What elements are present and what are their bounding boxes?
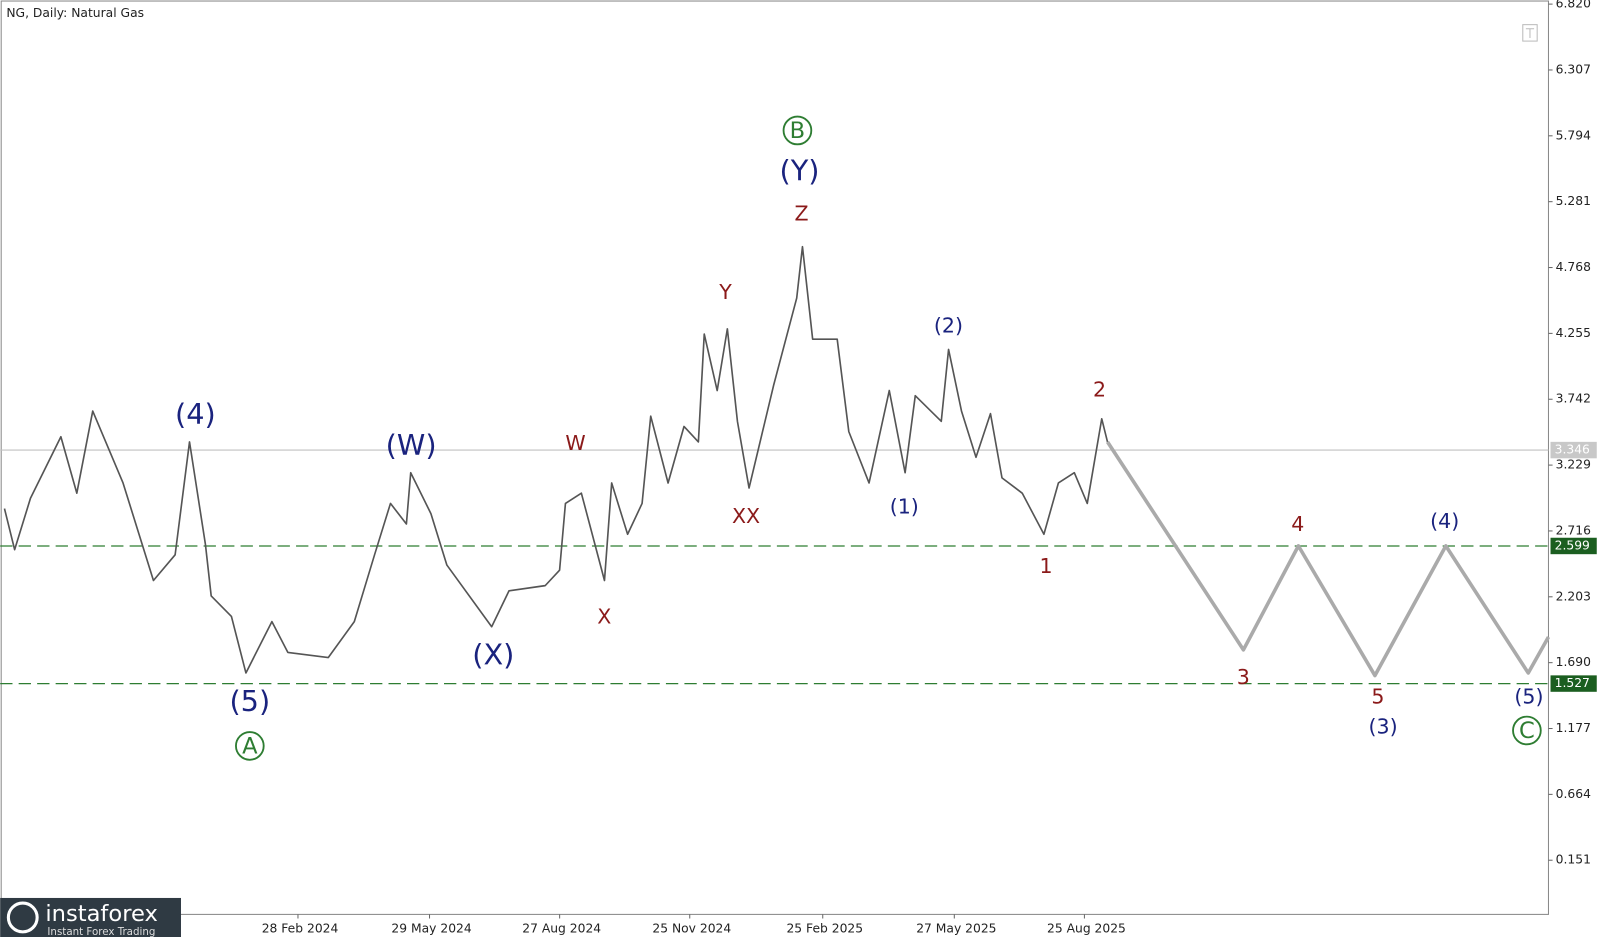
y-tick-label: 6.307 [1556,62,1591,76]
level-tag [1550,537,1597,555]
wave-label: (X) [472,638,514,672]
wave-label: B [790,118,806,144]
current-price-tag [1550,441,1597,459]
wave-label: 4 [1291,512,1304,536]
x-tick-label: 25 Feb 2025 [786,921,863,935]
x-tick-label: 25 Nov 2024 [652,921,731,935]
wave-label: Z [795,202,809,226]
wave-label: (Y) [779,154,819,188]
level-label: 2.599 [1555,538,1590,552]
wave-circle [782,115,813,146]
level-tag [1550,675,1597,692]
logo-name: instaforex [45,901,158,927]
wave-label: (2) [934,314,963,338]
wave-label: W [565,431,585,455]
y-tick-label: 3.742 [1556,392,1591,406]
wave-label: 2 [1093,377,1106,401]
level-label: 1.527 [1555,676,1590,690]
wave-circle [235,731,265,761]
y-tick-label: 4.768 [1556,260,1591,274]
wave-label: C [1519,718,1535,744]
y-tick-label: 1.177 [1556,721,1591,735]
y-tick-label: 4.255 [1556,326,1591,340]
wave-label: (W) [386,428,437,462]
y-tick-label: 3.229 [1556,458,1591,472]
current-price-label: 3.346 [1555,443,1590,457]
y-tick-label: 5.281 [1556,194,1591,208]
x-tick-label: 27 May 2025 [916,921,996,935]
wave-label: (4) [175,397,216,431]
wave-label: XX [732,504,760,528]
y-tick-label: 2.203 [1556,589,1591,603]
x-tick-label: 28 Feb 2024 [262,921,339,935]
wave-label: (5) [1514,685,1543,709]
x-tick-label: 29 May 2024 [391,921,471,935]
wave-label: (5) [229,684,270,718]
y-tick-label: 2.716 [1556,523,1591,537]
x-tick-label: 25 Aug 2025 [1047,921,1126,935]
plot-frame [0,0,1549,915]
wave-label: A [242,733,258,759]
logo-tagline: Instant Forex Trading [47,926,155,937]
wave-label: Y [718,280,732,304]
wave-label: (4) [1430,509,1459,533]
y-tick-label: 1.690 [1556,655,1591,669]
logo: instaforex Instant Forex Trading [0,897,181,937]
x-tick-label: 27 Aug 2024 [522,921,601,935]
y-tick-label: 0.151 [1556,853,1591,867]
wave-label: (1) [890,495,919,519]
wave-label: 5 [1371,685,1384,709]
y-tick-label: 0.664 [1556,787,1591,801]
y-tick-label: 5.794 [1556,128,1591,142]
wave-label: 1 [1040,554,1053,578]
wave-circle [1512,715,1542,746]
wave-label: 3 [1237,665,1250,689]
wave-label: X [597,604,611,628]
forecast-line [1105,440,1551,678]
chart-title: NG, Daily: Natural Gas [6,6,144,20]
price-line [3,245,1109,674]
y-tick-label: 6.820 [1556,0,1591,11]
wave-label: (3) [1369,714,1398,738]
t-icon [1522,24,1538,42]
